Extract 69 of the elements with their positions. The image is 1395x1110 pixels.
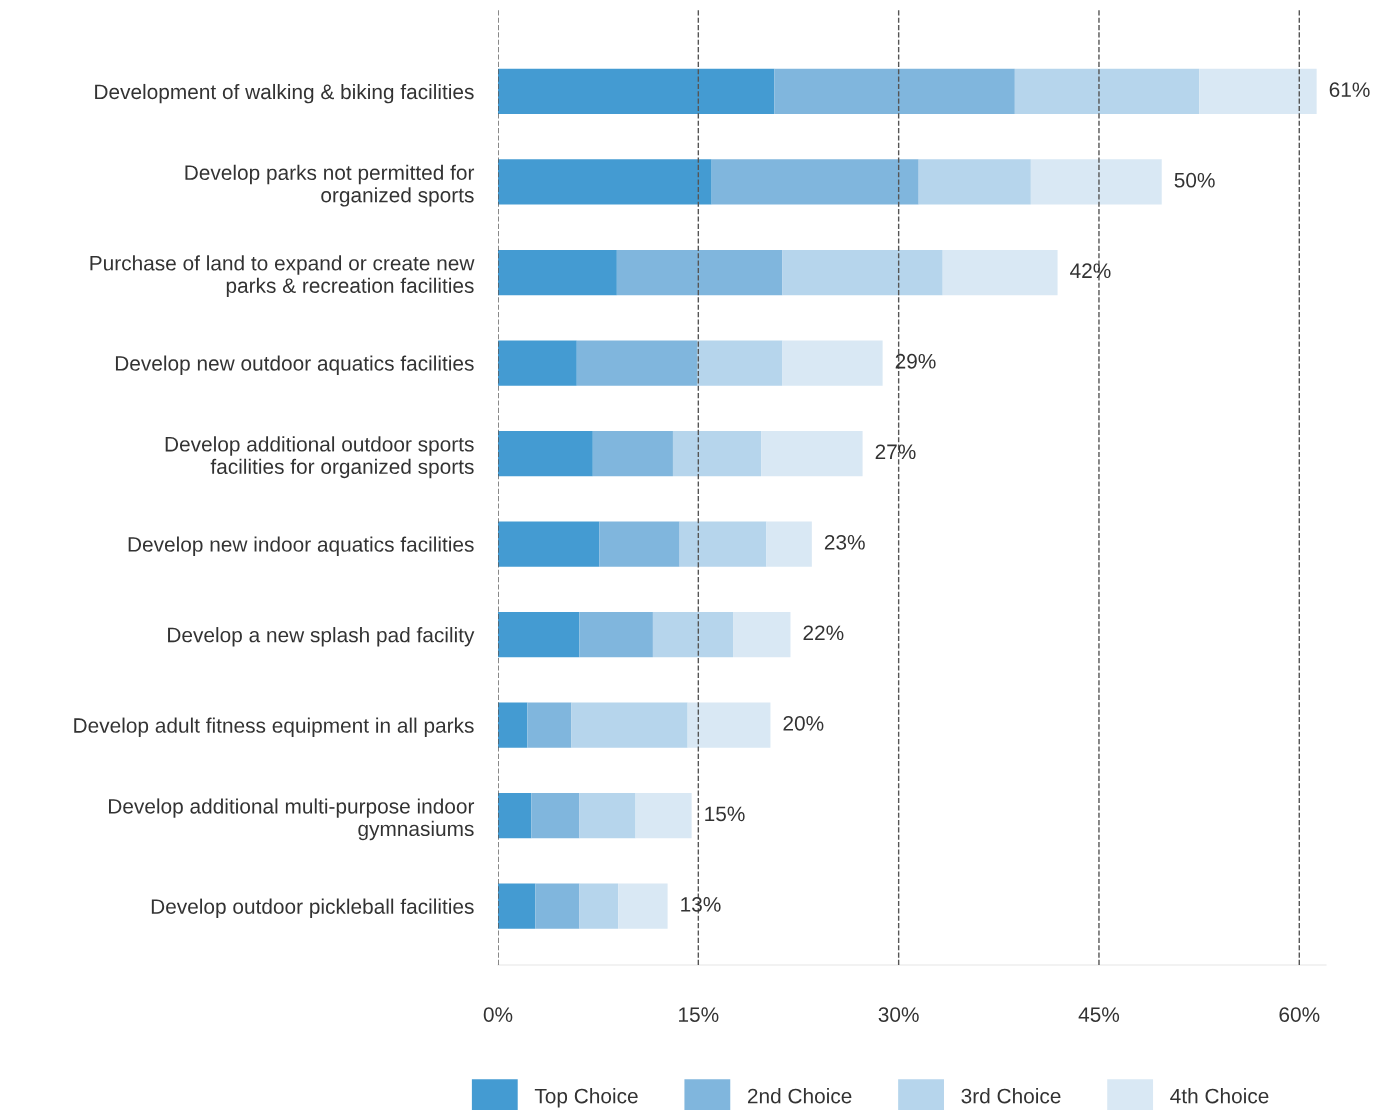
y-tick-label: Purchase of land to expand or create new parks & recreation facilities	[90, 255, 475, 298]
bar	[535, 883, 580, 929]
legend-label: 3rd Choice	[961, 1088, 1061, 1104]
bar	[618, 883, 668, 929]
total-label: 15%	[705, 806, 745, 822]
bar	[1014, 68, 1200, 115]
total-label: 13%	[681, 897, 721, 912]
total-label: 61%	[1329, 82, 1370, 98]
y-tick-label: Develop new outdoor aquatics facilities	[115, 355, 474, 375]
bar	[592, 430, 673, 477]
x-tick-label: 45%	[1078, 1007, 1120, 1022]
bar	[766, 521, 812, 567]
x-tick-label: 30%	[878, 1007, 919, 1022]
y-tick-label: Develop additional multi-purpose indoor gymnasiums	[109, 798, 475, 841]
y-tick-label: Develop adult fitness equipment in all parks	[74, 717, 474, 737]
bar	[1199, 68, 1317, 115]
bar	[531, 793, 580, 839]
bar	[672, 430, 762, 477]
total-label: 20%	[783, 715, 824, 731]
y-tick-label: Development of walking & biking facilities	[95, 83, 474, 104]
total-label: 29%	[895, 353, 936, 369]
total-label: 22%	[803, 625, 844, 641]
x-tick-label: 15%	[679, 1007, 719, 1022]
bar	[498, 159, 712, 205]
total-label: 42%	[1070, 263, 1111, 279]
bar	[635, 793, 692, 839]
y-tick-label: Develop outdoor pickleball facilities	[151, 898, 474, 919]
bar	[579, 793, 636, 839]
bar	[576, 340, 697, 386]
bar	[527, 702, 572, 748]
bar	[687, 702, 771, 748]
bar	[498, 249, 617, 296]
bar	[579, 883, 619, 929]
bar	[711, 159, 919, 205]
bar	[616, 249, 783, 296]
x-tick-label: 60%	[1279, 1007, 1320, 1022]
bar	[498, 68, 775, 115]
legend-label: Top Choice	[534, 1088, 638, 1108]
bar	[652, 611, 734, 658]
bar	[761, 430, 863, 477]
y-tick-label: Develop parks not permitted for organized sports	[185, 164, 475, 207]
bar	[498, 430, 593, 477]
bar	[498, 702, 528, 748]
bar	[782, 249, 943, 296]
total-label: 23%	[824, 534, 865, 550]
bar	[498, 883, 536, 929]
bar	[498, 793, 532, 839]
legend-label: 4th Choice	[1170, 1088, 1269, 1104]
bar	[571, 702, 688, 748]
bar	[679, 521, 767, 567]
y-tick-label: Develop a new splash pad facility	[168, 627, 475, 647]
bar	[498, 611, 580, 658]
y-tick-label: Develop additional outdoor sports facilities for organized sports	[165, 436, 474, 479]
x-tick-label: 0%	[483, 1007, 513, 1022]
bar	[696, 340, 783, 386]
bar	[1030, 159, 1162, 205]
bar	[782, 340, 883, 386]
bar	[733, 611, 791, 658]
bar	[599, 521, 680, 567]
y-tick-label: Develop new indoor aquatics facilities	[128, 536, 474, 556]
bar	[579, 611, 653, 658]
bar	[918, 159, 1031, 205]
legend-label: 2nd Choice	[747, 1088, 852, 1104]
total-label: 27%	[875, 444, 916, 460]
total-label: 50%	[1174, 172, 1215, 188]
bar	[942, 249, 1058, 296]
bar	[498, 340, 577, 386]
bar	[774, 68, 1015, 115]
bar	[498, 521, 600, 567]
